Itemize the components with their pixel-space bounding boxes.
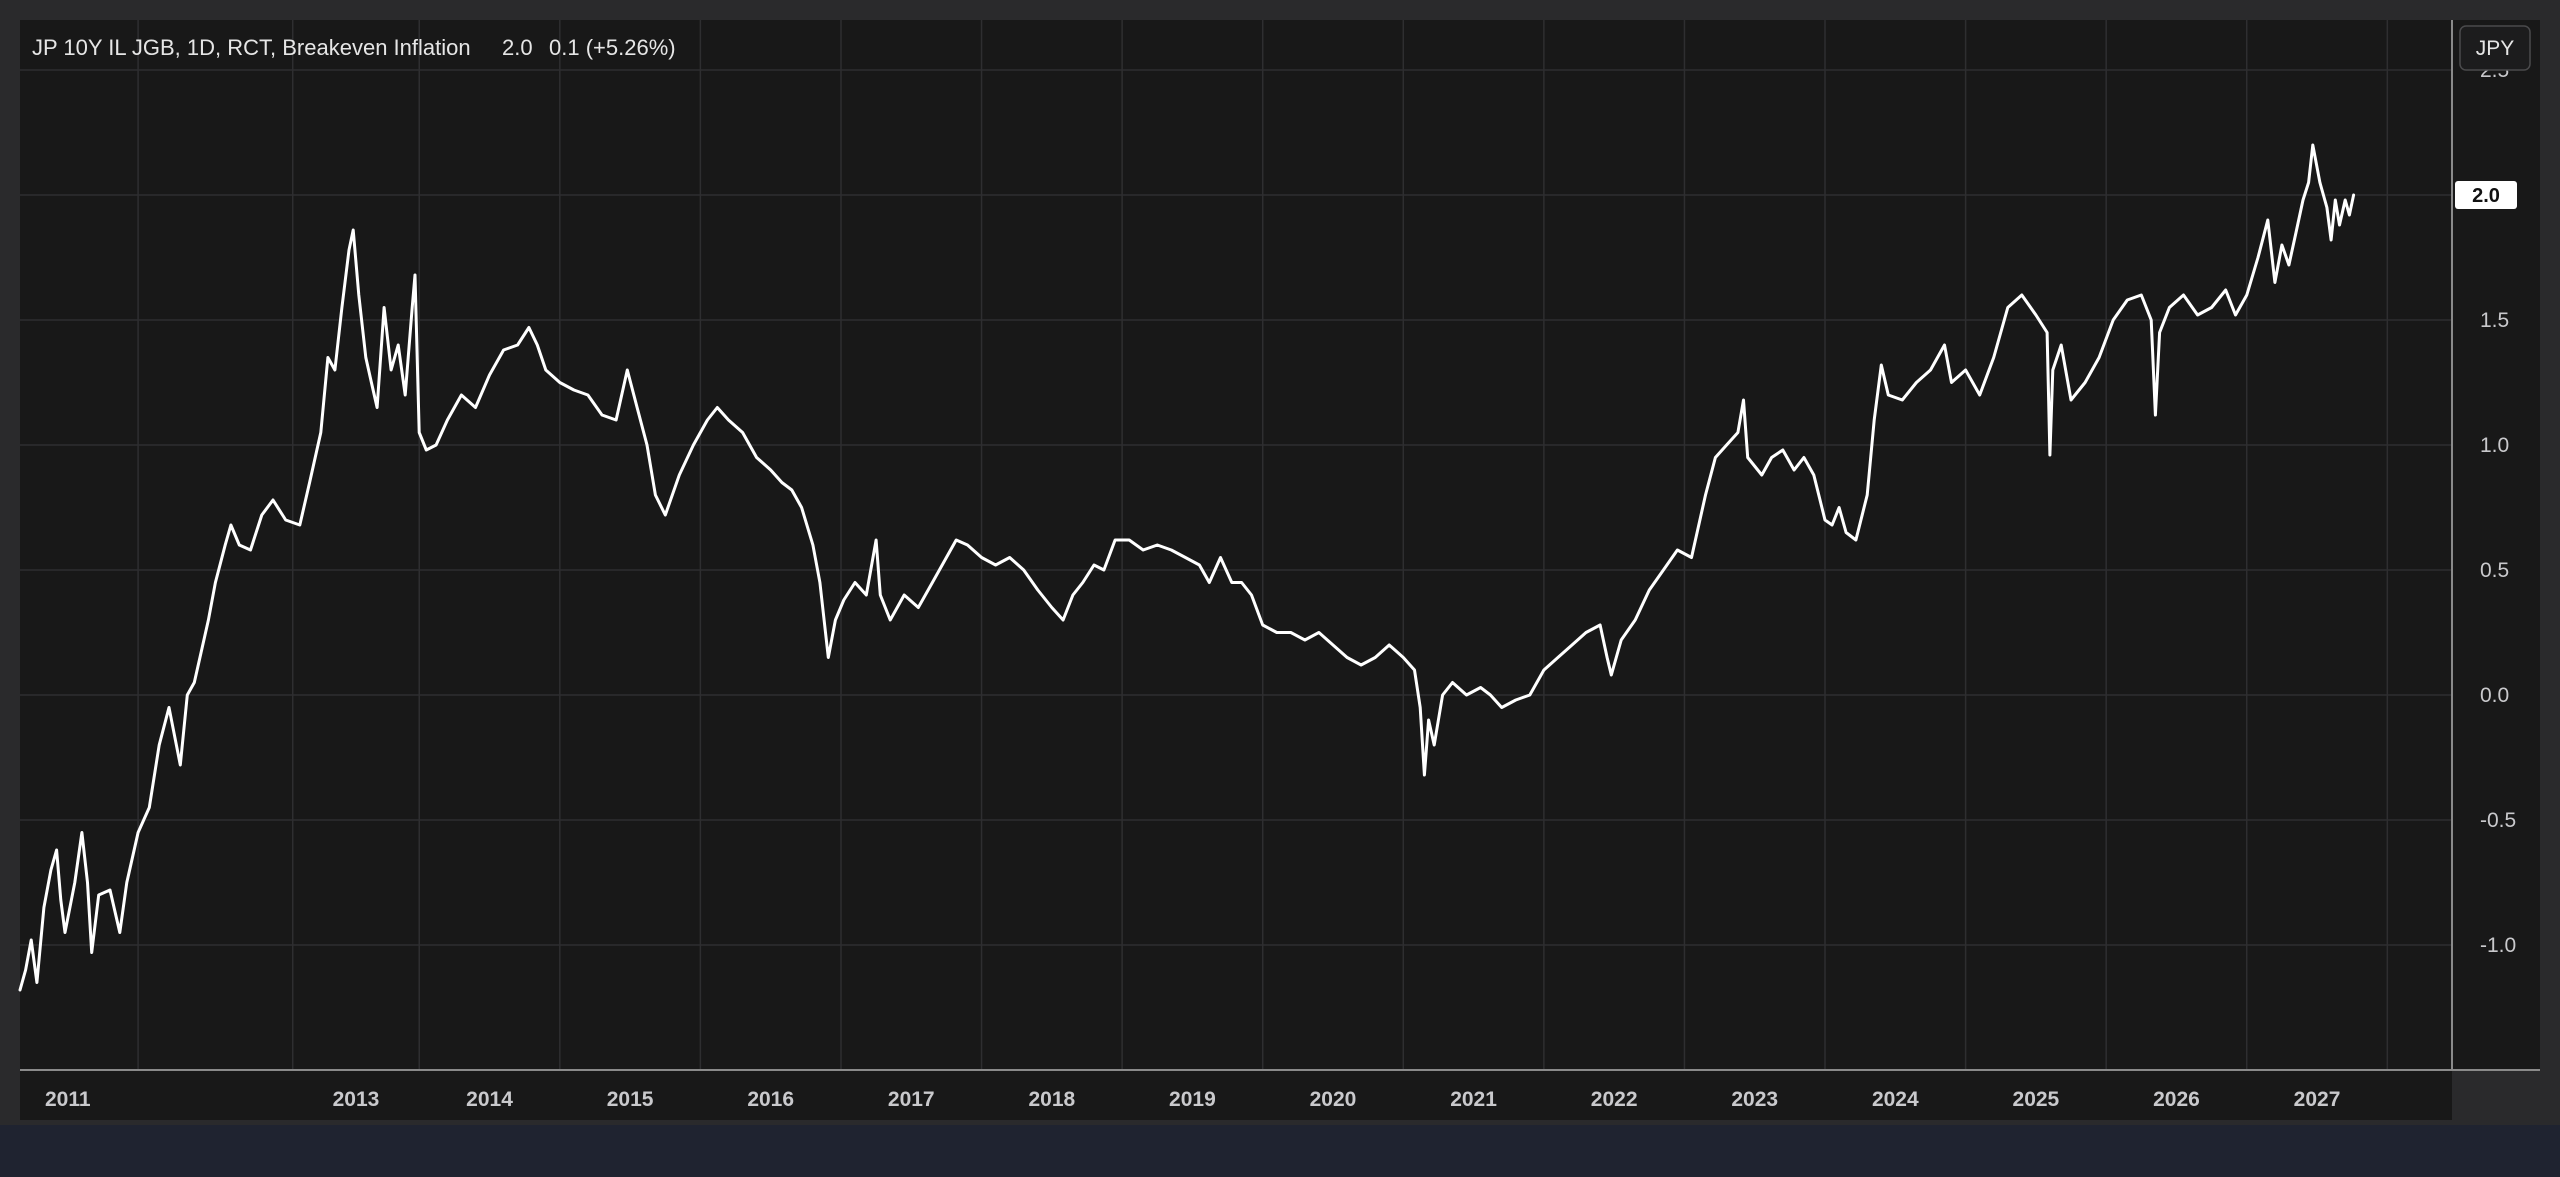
x-tick-label: 2020	[1310, 1088, 1357, 1111]
currency-label[interactable]: JPY	[2476, 37, 2515, 60]
price-scale-background[interactable]	[2452, 20, 2540, 1070]
currency-button-box[interactable]	[2459, 25, 2531, 71]
grid	[20, 20, 2452, 1070]
x-tick-label: 2015	[607, 1088, 654, 1111]
x-tick-label: 2019	[1169, 1088, 1216, 1111]
x-tick-label: 2011	[45, 1088, 91, 1111]
x-tick-label: 2013	[333, 1088, 380, 1111]
x-tick-label: 2027	[2294, 1088, 2341, 1111]
x-tick-label: 2017	[888, 1088, 935, 1111]
chart[interactable]: 2.51.51.00.50.0-0.5-1.0 2011201320142015…	[0, 0, 2560, 1125]
x-tick-label: 2025	[2013, 1088, 2060, 1111]
y-tick-label: -1.0	[2480, 934, 2516, 957]
bottom-bar	[0, 1125, 2560, 1177]
series-line	[18, 143, 2356, 992]
x-tick-label: 2014	[466, 1088, 513, 1111]
y-tick-label: 1.0	[2480, 434, 2509, 457]
currency-button[interactable]: JPY	[2459, 25, 2531, 71]
x-tick-label: 2016	[747, 1088, 794, 1111]
y-tick-label: 0.5	[2480, 559, 2509, 582]
x-tick-label: 2023	[1731, 1088, 1778, 1111]
legend-last-value: 2.0	[502, 35, 533, 60]
plot-background	[20, 20, 2490, 1070]
legend-change: 0.1 (+5.26%)	[549, 35, 676, 60]
y-tick-label: -0.5	[2480, 809, 2516, 832]
y-tick-label: 1.5	[2480, 309, 2509, 332]
last-value-marker: 2.0	[2455, 181, 2517, 209]
x-tick-label: 2024	[1872, 1088, 1919, 1111]
x-tick-label: 2021	[1450, 1088, 1497, 1111]
legend[interactable]: JP 10Y IL JGB, 1D, RCT, Breakeven Inflat…	[32, 35, 676, 60]
legend-instrument[interactable]: JP 10Y IL JGB, 1D, RCT, Breakeven Inflat…	[32, 35, 471, 60]
time-scale-background[interactable]	[20, 1070, 2452, 1120]
chart-svg[interactable]: 2.51.51.00.50.0-0.5-1.0 2011201320142015…	[0, 0, 2560, 1125]
x-tick-label: 2018	[1028, 1088, 1075, 1111]
x-axis: 2011 2013 2014 2015 2016 2017 2018 2019 2020 2021…	[45, 1088, 2340, 1111]
y-tick-label: 0.0	[2480, 684, 2509, 707]
x-tick-label: 2026	[2153, 1088, 2200, 1111]
last-value-box	[2455, 181, 2517, 209]
last-value-label: 2.0	[2472, 185, 2500, 207]
x-tick-label: 2022	[1591, 1088, 1638, 1111]
